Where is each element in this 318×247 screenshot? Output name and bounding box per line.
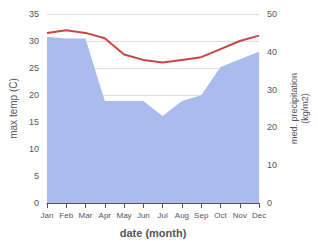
- svg-text:30: 30: [267, 85, 277, 95]
- svg-text:30: 30: [29, 36, 39, 46]
- svg-text:Oct: Oct: [214, 211, 227, 220]
- svg-text:(kg/m2): (kg/m2): [300, 93, 310, 124]
- svg-text:50: 50: [267, 9, 277, 19]
- svg-text:35: 35: [29, 9, 39, 19]
- svg-text:0: 0: [34, 198, 39, 208]
- svg-text:25: 25: [29, 63, 39, 73]
- svg-text:Jul: Jul: [158, 211, 168, 220]
- svg-text:Nov: Nov: [233, 211, 247, 220]
- svg-text:max temp (C): max temp (C): [8, 78, 19, 139]
- svg-text:May: May: [117, 211, 132, 220]
- svg-text:Feb: Feb: [59, 211, 73, 220]
- svg-text:20: 20: [267, 122, 277, 132]
- svg-text:Jan: Jan: [40, 211, 53, 220]
- svg-text:40: 40: [267, 47, 277, 57]
- svg-text:15: 15: [29, 117, 39, 127]
- svg-text:Apr: Apr: [99, 211, 112, 220]
- svg-text:date (month): date (month): [120, 227, 187, 239]
- svg-text:5: 5: [34, 171, 39, 181]
- svg-text:20: 20: [29, 90, 39, 100]
- svg-text:0: 0: [267, 198, 272, 208]
- svg-text:Sep: Sep: [194, 211, 209, 220]
- svg-text:Dec: Dec: [252, 211, 266, 220]
- svg-text:10: 10: [29, 144, 39, 154]
- svg-text:Mar: Mar: [79, 211, 93, 220]
- svg-text:Aug: Aug: [175, 211, 189, 220]
- svg-text:10: 10: [267, 160, 277, 170]
- svg-text:Jun: Jun: [137, 211, 150, 220]
- svg-text:med. precipitation: med. precipitation: [289, 73, 299, 144]
